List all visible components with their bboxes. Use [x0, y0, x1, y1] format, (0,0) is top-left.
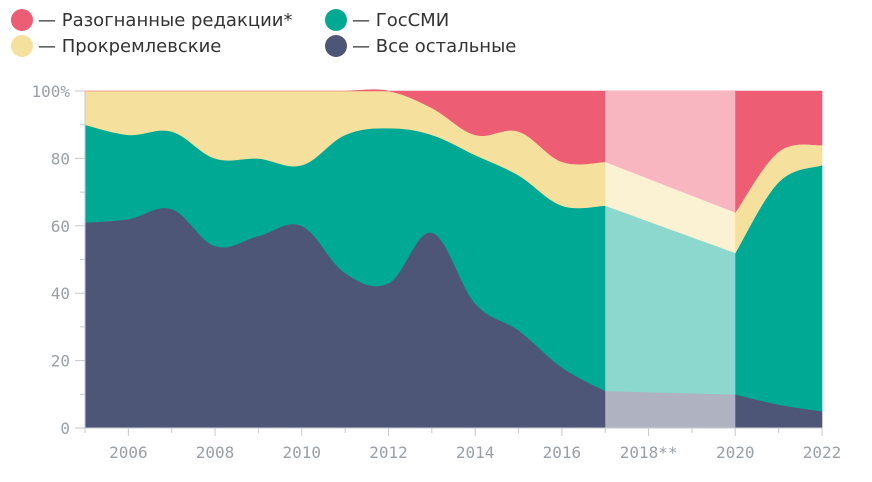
legend-swatch — [325, 35, 347, 57]
estimated-interval-overlay — [605, 91, 736, 428]
x-tick-label: 2008 — [196, 443, 235, 462]
x-tick-label: 2022 — [803, 443, 842, 462]
y-tick-label: 60 — [51, 217, 70, 236]
y-tick-label: 40 — [51, 284, 70, 303]
legend-item: — Разогнанные редакции* — [11, 9, 293, 31]
legend-swatch — [11, 35, 33, 57]
legend-item: — Прокремлевские — [11, 35, 221, 57]
x-tick-label: 2006 — [109, 443, 148, 462]
legend-label: — Прокремлевские — [38, 36, 221, 57]
legend: — Разогнанные редакции* — Прокремлевские —… — [11, 9, 516, 57]
legend-item: — Все остальные — [325, 35, 516, 57]
x-tick-label: 2014 — [456, 443, 495, 462]
x-tick-label: 2010 — [282, 443, 321, 462]
legend-swatch — [11, 9, 33, 31]
legend-swatch — [325, 9, 347, 31]
x-tick-label: 2020 — [716, 443, 755, 462]
y-tick-label: 80 — [51, 149, 70, 168]
x-tick-label: 2016 — [543, 443, 582, 462]
x-tick-label: 2018** — [620, 443, 678, 462]
legend-label: — Все остальные — [352, 36, 516, 57]
legend-label: — Разогнанные редакции* — [38, 10, 293, 31]
legend-label: — ГосСМИ — [352, 10, 449, 31]
area-разогнанные-редакции-post — [734, 90, 823, 214]
y-tick-label: 20 — [51, 352, 70, 371]
legend-item: — ГосСМИ — [325, 9, 449, 31]
y-tick-label: 100% — [31, 82, 70, 101]
y-tick-label: 0 — [60, 419, 70, 438]
axes: 0 20 40 60 80 100% 2006 2008 2010 2012 2014 2016 201… — [31, 82, 841, 462]
x-tick-label: 2012 — [369, 443, 408, 462]
estimated-overlay — [605, 91, 736, 428]
